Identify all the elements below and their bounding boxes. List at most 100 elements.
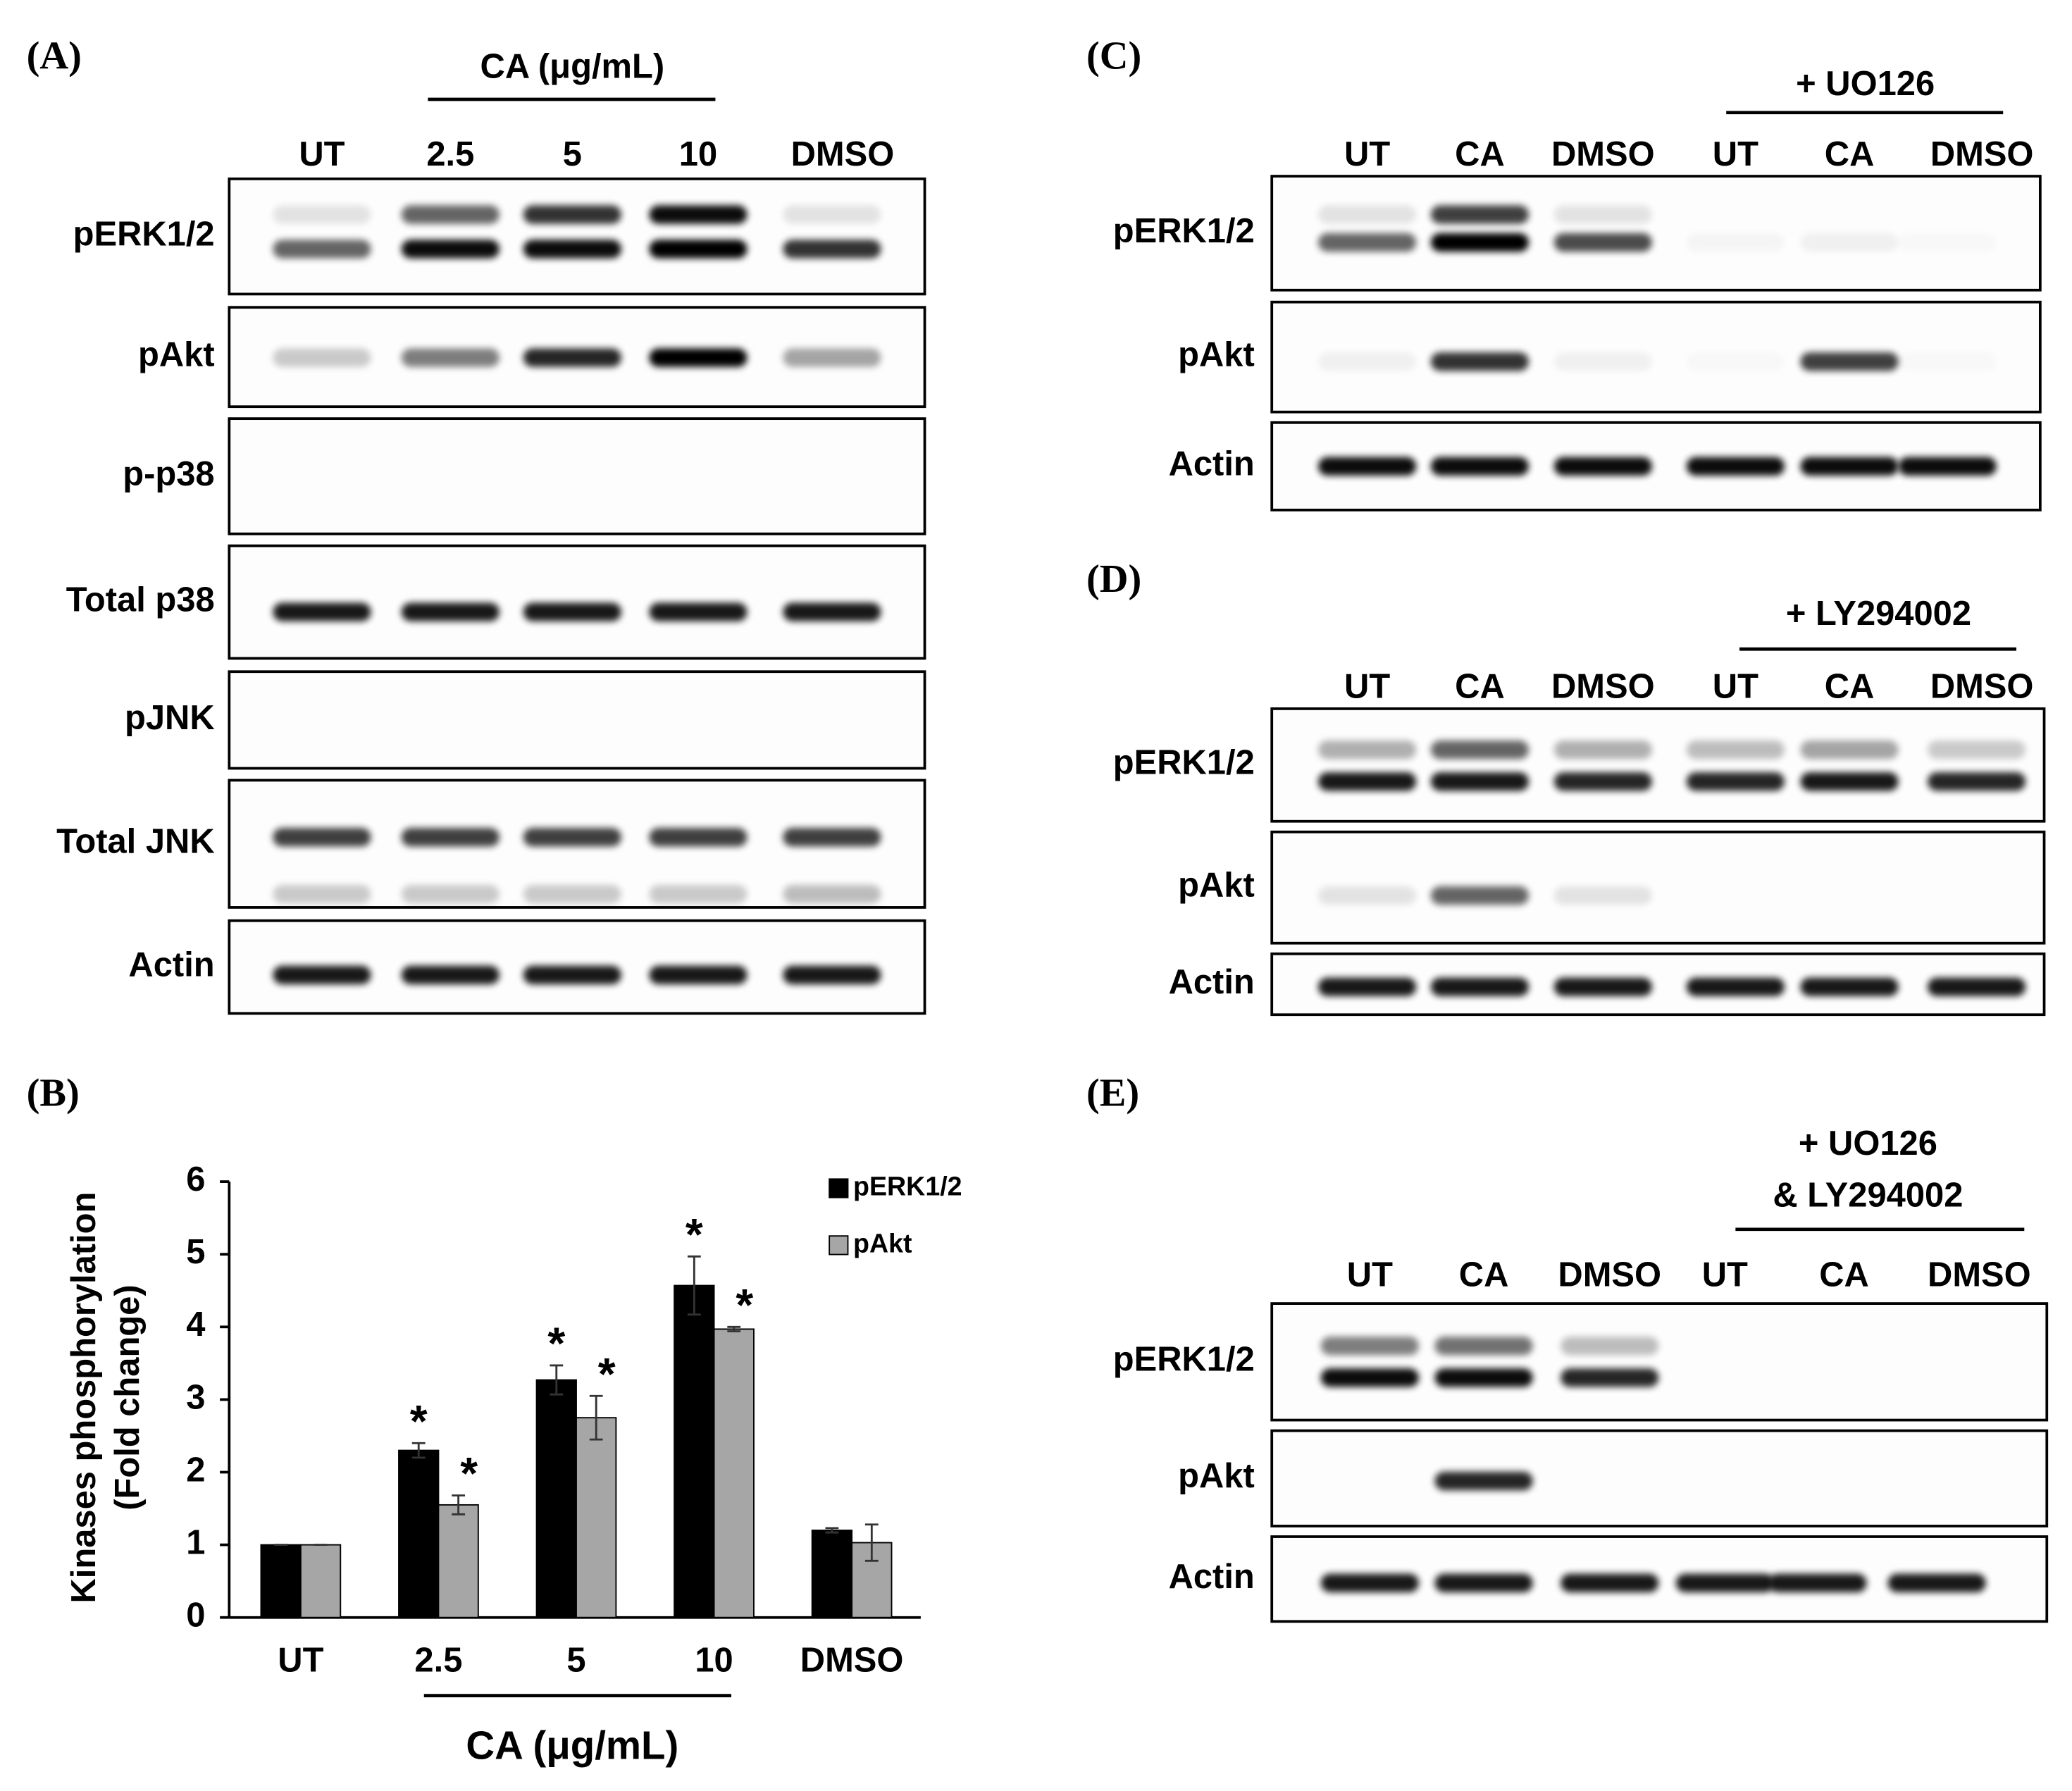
y-tick-label: 6 — [186, 1160, 205, 1198]
x-axis-label: CA (μg/mL) — [466, 1723, 678, 1768]
band — [1320, 1337, 1419, 1356]
row-label: pERK1/2 — [1113, 744, 1255, 782]
band — [1553, 772, 1652, 791]
blot-box — [1270, 1302, 2049, 1422]
band — [1800, 977, 1899, 996]
treatment-header: & LY294002 — [1773, 1177, 1963, 1215]
band — [1430, 740, 1530, 760]
blot-box — [228, 670, 926, 770]
band — [401, 205, 500, 224]
band — [1430, 977, 1530, 996]
band — [1686, 740, 1785, 760]
band — [1928, 772, 2026, 791]
y-tick-label: 1 — [186, 1524, 205, 1562]
band — [1561, 1337, 1659, 1356]
band — [649, 884, 747, 904]
lane-label: CA — [1459, 1256, 1509, 1294]
significance-marker: * — [686, 1209, 703, 1260]
treatment-header: + LY294002 — [1786, 595, 1971, 633]
lane-label: DMSO — [791, 135, 895, 173]
blot-box — [228, 417, 926, 535]
row-label: pERK1/2 — [1113, 212, 1255, 250]
band — [1561, 1368, 1659, 1387]
band — [1430, 233, 1530, 252]
band — [523, 205, 621, 224]
band — [1928, 977, 2026, 996]
lane-label: DMSO — [1930, 135, 2034, 173]
band — [273, 205, 371, 224]
row-label: p-p38 — [123, 455, 214, 493]
bar — [811, 1530, 853, 1618]
x-tick-label: UT — [278, 1642, 323, 1680]
band — [1318, 457, 1417, 476]
band — [1553, 977, 1652, 996]
blot-box — [228, 177, 926, 296]
bar — [398, 1449, 440, 1618]
band — [1318, 233, 1417, 252]
band — [649, 205, 747, 224]
band — [1686, 772, 1785, 791]
band — [1899, 352, 1997, 371]
band — [1686, 977, 1785, 996]
band — [1561, 1573, 1659, 1592]
lane-label: DMSO — [1551, 668, 1655, 706]
row-label: pJNK — [125, 699, 215, 737]
band — [783, 884, 881, 904]
band — [1553, 457, 1652, 476]
band — [273, 240, 371, 259]
band — [1320, 1573, 1419, 1592]
lane-label: UT — [299, 135, 345, 173]
band — [1800, 352, 1899, 371]
band — [1430, 772, 1530, 791]
treatment-header: + UO126 — [1799, 1124, 1937, 1163]
band — [523, 348, 621, 367]
band — [1320, 1368, 1419, 1387]
band — [1318, 205, 1417, 224]
band — [1318, 740, 1417, 760]
row-label: pAkt — [1178, 1457, 1255, 1495]
band — [783, 828, 881, 847]
bar — [535, 1379, 577, 1618]
lane-label: UT — [1713, 668, 1758, 706]
lane-label: UT — [1344, 135, 1390, 173]
row-label: Total p38 — [66, 581, 215, 619]
panel-label: (D) — [1086, 557, 1141, 601]
band — [401, 828, 500, 847]
panel-label: (C) — [1086, 35, 1141, 78]
lane-label: 5 — [563, 135, 582, 173]
band — [1898, 457, 1997, 476]
row-label: pAkt — [1178, 867, 1255, 905]
bar — [299, 1544, 342, 1618]
band — [1434, 1573, 1533, 1592]
row-label: pAkt — [138, 336, 215, 374]
band — [783, 240, 881, 259]
lane-label: CA — [1825, 135, 1875, 173]
y-tick-label: 2 — [186, 1451, 205, 1489]
x-tick-label: 10 — [695, 1642, 733, 1680]
blot-box — [1270, 1429, 2049, 1527]
band — [1553, 886, 1652, 905]
band — [649, 348, 747, 367]
band — [273, 884, 371, 904]
bar — [674, 1284, 715, 1618]
band — [783, 205, 881, 224]
band — [1553, 352, 1652, 371]
significance-marker: * — [736, 1279, 753, 1330]
band — [1675, 1573, 1774, 1592]
lane-label: DMSO — [1928, 1256, 2031, 1294]
legend-label: pERK1/2 — [853, 1171, 962, 1201]
band — [1887, 1573, 1986, 1592]
band — [1800, 233, 1899, 252]
bar — [438, 1504, 479, 1618]
lane-label: 2.5 — [426, 135, 474, 173]
band — [649, 828, 747, 847]
band — [1687, 352, 1785, 371]
band — [1899, 233, 1997, 252]
band — [401, 602, 500, 621]
band — [1430, 886, 1530, 905]
row-label: Total JNK — [56, 823, 214, 861]
band — [1318, 772, 1417, 791]
band — [783, 965, 881, 984]
band — [273, 965, 371, 984]
band — [523, 240, 621, 259]
